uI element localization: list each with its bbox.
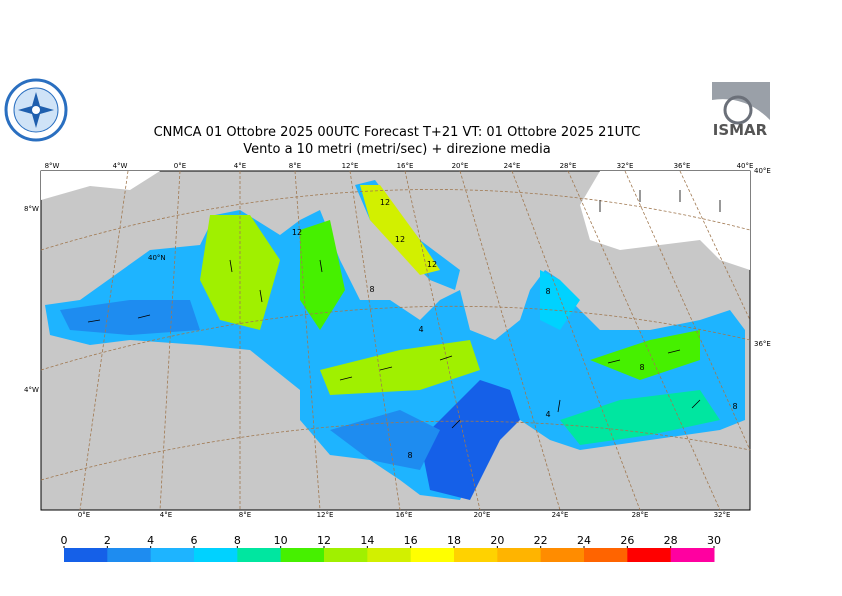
color-bin xyxy=(280,548,325,562)
color-bin xyxy=(150,548,195,562)
logo-text: ISMAR xyxy=(713,121,768,139)
colorbar: 0 2 4 6 8 10 12 14 16 18 20 22 24 26 28 30 xyxy=(61,534,721,562)
colorbar-tick-label: 8 xyxy=(234,534,241,547)
lon-label: 24°E xyxy=(552,511,569,519)
lon-label: 12°E xyxy=(342,162,359,170)
lon-label: 16°E xyxy=(397,162,414,170)
colorbar-tick-label: 30 xyxy=(707,534,721,547)
contour-label: 12 xyxy=(427,260,437,269)
colorbar-tick-label: 2 xyxy=(104,534,111,547)
contour-label: 12 xyxy=(292,228,302,237)
contour-label: 4 xyxy=(418,325,423,334)
color-bin xyxy=(584,548,628,562)
lat-label: 40°E xyxy=(754,167,771,175)
lon-label: 0°E xyxy=(174,162,186,170)
lon-label: 8°E xyxy=(289,162,301,170)
contour-label: 8 xyxy=(369,285,374,294)
lon-label: 16°E xyxy=(396,511,413,519)
lat-label: 36°E xyxy=(754,340,771,348)
contour-label: 8 xyxy=(407,451,412,460)
lon-label: 24°E xyxy=(504,162,521,170)
map xyxy=(40,170,751,511)
contour-label: 8 xyxy=(545,287,550,296)
lon-label: 28°E xyxy=(560,162,577,170)
colorbar-tick-label: 0 xyxy=(61,534,68,547)
lon-label: 20°E xyxy=(452,162,469,170)
colorbar-tick-label: 26 xyxy=(620,534,634,547)
geo-labels: 8°W 4°W 0°E 4°E 8°E 12°E 16°E 20°E 24°E 28°E 32°E 3… xyxy=(24,162,771,519)
title: CNMCA 01 Ottobre 2025 00UTC Forecast T+2… xyxy=(154,125,641,140)
colorbar-tick-label: 18 xyxy=(447,534,461,547)
lat-label: 8°W xyxy=(24,205,39,213)
colorbar-tick-label: 6 xyxy=(191,534,198,547)
color-bin xyxy=(627,548,672,562)
lat-label: 40°N xyxy=(148,254,166,262)
lon-label: 0°E xyxy=(78,511,90,519)
color-bin xyxy=(497,548,542,562)
color-bin xyxy=(194,548,238,562)
contour-label: 12 xyxy=(395,235,405,244)
contour-label: 8 xyxy=(732,402,737,411)
colorbar-tick-label: 20 xyxy=(490,534,504,547)
colorbar-tick-label: 16 xyxy=(404,534,418,547)
color-bin xyxy=(454,548,498,562)
subtitle: Vento a 10 metri (metri/sec) + direzione… xyxy=(243,142,550,157)
contour-label: 4 xyxy=(545,410,550,419)
logo-right: ISMAR xyxy=(709,80,771,140)
colorbar-tick-label: 22 xyxy=(534,534,548,547)
color-bin xyxy=(324,548,368,562)
lon-label: 4°E xyxy=(234,162,246,170)
colorbar-tick-label: 12 xyxy=(317,534,331,547)
colorbar-tick-label: 14 xyxy=(360,534,374,547)
lon-label: 4°E xyxy=(160,511,172,519)
lon-label: 32°E xyxy=(617,162,634,170)
color-bin xyxy=(540,548,585,562)
color-bin xyxy=(410,548,455,562)
lon-label: 12°E xyxy=(317,511,334,519)
color-bin xyxy=(107,548,152,562)
contour-label: 8 xyxy=(639,363,644,372)
lon-label: 40°E xyxy=(737,162,754,170)
color-bin xyxy=(367,548,412,562)
lon-label: 8°W xyxy=(45,162,60,170)
colorbar-tick-label: 10 xyxy=(274,534,288,547)
lon-label: 28°E xyxy=(632,511,649,519)
color-bin xyxy=(64,548,108,562)
color-bin xyxy=(670,548,715,562)
lon-label: 8°E xyxy=(239,511,251,519)
lat-label: 4°W xyxy=(24,386,39,394)
wind-arrows xyxy=(87,190,721,429)
lon-label: 36°E xyxy=(674,162,691,170)
colorbar-tick-label: 28 xyxy=(664,534,678,547)
lon-label: 20°E xyxy=(474,511,491,519)
colorbar-tick-label: 24 xyxy=(577,534,591,547)
color-bin xyxy=(237,548,282,562)
lon-label: 32°E xyxy=(714,511,731,519)
lon-label: 4°W xyxy=(113,162,128,170)
contour-label: 12 xyxy=(380,198,390,207)
logo-left xyxy=(4,78,68,142)
colorbar-tick-label: 4 xyxy=(147,534,154,547)
